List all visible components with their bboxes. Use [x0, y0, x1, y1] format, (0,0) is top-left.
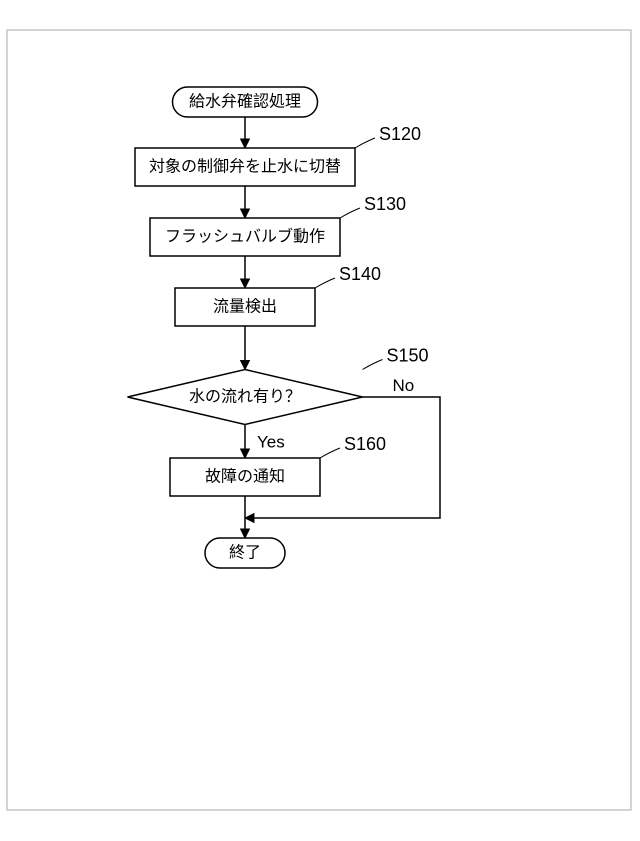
- edge-label-no: No: [393, 376, 415, 395]
- node-label: 水の流れ有り？: [189, 388, 301, 406]
- node-label: 流量検出: [213, 298, 277, 316]
- step-label: S150: [387, 346, 429, 366]
- node-s120: 対象の制御弁を止水に切替 S120: [135, 124, 421, 186]
- step-label: S160: [344, 434, 386, 454]
- node-s130: フラッシュバルブ動作 S130: [150, 194, 406, 256]
- nodes: 給水弁確認処理対象の制御弁を止水に切替 S120 フラッシュバルブ動作 S130 流量検…: [128, 87, 429, 568]
- node-label: 対象の制御弁を止水に切替: [149, 158, 341, 176]
- node-label: 給水弁確認処理: [189, 93, 301, 111]
- edge-label-yes: Yes: [257, 432, 285, 451]
- node-start: 給水弁確認処理: [173, 87, 318, 117]
- node-label: 故障の通知: [205, 468, 285, 486]
- node-s150: 水の流れ有り？ S150: [128, 346, 429, 425]
- node-end: 終了: [205, 538, 285, 568]
- node-s140: 流量検出 S140: [175, 264, 381, 326]
- flowchart-canvas: Yes No 給水弁確認処理対象の制御弁を止水に切替 S120 フラッシュバルブ動作 S1…: [0, 0, 640, 836]
- node-label: フラッシュバルブ動作: [165, 227, 325, 246]
- step-label: S130: [364, 194, 406, 214]
- step-label: S140: [339, 264, 381, 284]
- node-label: 終了: [229, 544, 261, 562]
- step-label: S120: [379, 124, 421, 144]
